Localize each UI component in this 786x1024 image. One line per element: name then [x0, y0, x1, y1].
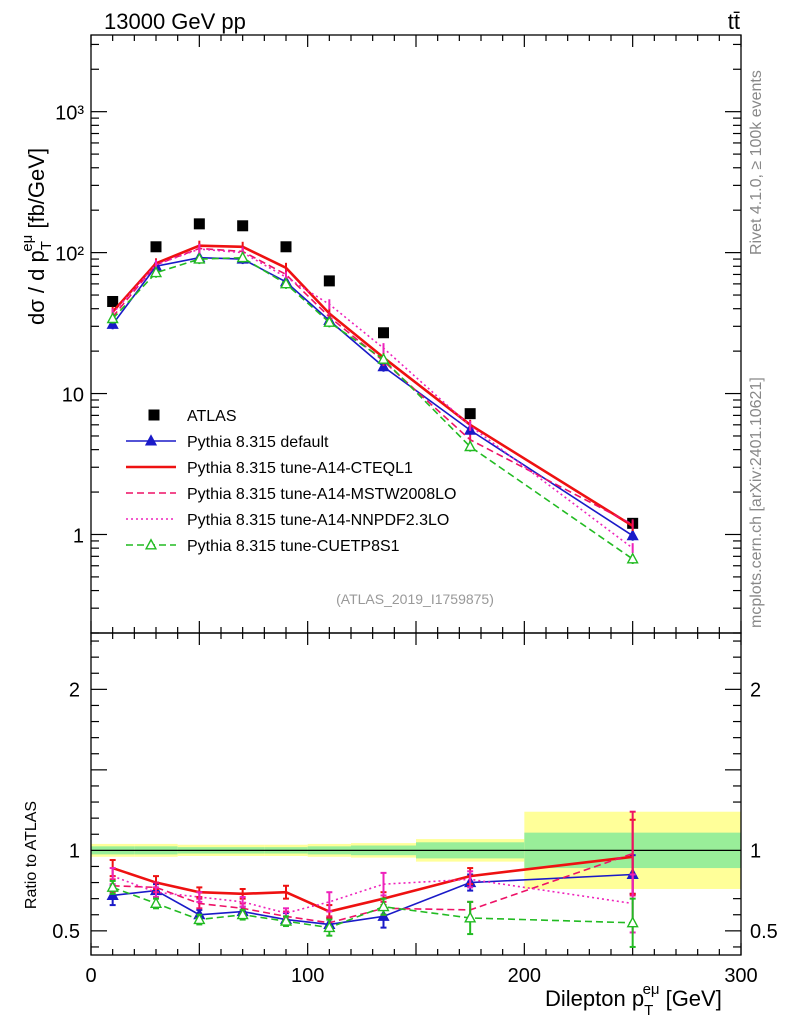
ratio-y-tick-label-right: 0.5 [750, 921, 778, 943]
ratio-y-tick-label-right: 1 [750, 840, 761, 862]
pythia-8-315-tune-cuetp8s1-marker [323, 315, 336, 327]
pythia-8-315-tune-cuetp8s1-ratio-marker [464, 911, 477, 923]
legend-entry-pythia-8-315-default-label: Pythia 8.315 default [187, 434, 329, 451]
pythia-8-315-tune-a14-nnpdf2-3lo-ratio-line [112, 875, 633, 914]
pythia-8-315-tune-cuetp8s1-ratio-marker [149, 896, 163, 909]
ratio-panel: 0 100 200 300 0.5 0.5 1 1 2 2 [52, 633, 778, 987]
ratio-frame [90, 632, 742, 956]
pythia-8-315-tune-a14-mstw2008lo-line [112, 247, 634, 526]
x-axis-title: Dilepton pTeμ [GeV] [545, 981, 722, 1019]
pythia-8-315-tune-cuetp8s1-marker [106, 311, 119, 324]
collision-label: 13000 GeV pp [104, 9, 246, 34]
pythia-8-315-tune-cuetp8s1-ratio-marker [106, 880, 119, 892]
atlas-data-point [323, 275, 335, 287]
ratio-y-tick-label-left: 1 [69, 840, 80, 862]
pythia-8-315-tune-cuetp8s1-ratio-line [112, 886, 633, 929]
ratio-y-tick-label-left: 0.5 [52, 921, 80, 943]
process-label: tt̄ [728, 9, 740, 34]
ratio-y-axis-title: Ratio to ATLAS [23, 801, 40, 909]
pythia-8-315-tune-cuetp8s1-marker [626, 552, 639, 564]
atlas-data-point [237, 220, 249, 232]
legend: ATLAS Pythia 8.315 default Pythia 8.315 tu… [126, 408, 456, 555]
legend-entry-pythia-8-315-tune-a14-nnpdf2-3lo-label: Pythia 8.315 tune-A14-NNPDF2.3LO [187, 512, 449, 529]
mcplots-label: mcplots.cern.ch [arXiv:2401.10621] [748, 377, 765, 628]
main-y-tick-label: 1 [73, 525, 84, 547]
x-tick-label: 0 [85, 965, 96, 987]
atlas-data-point [193, 218, 205, 230]
pythia-8-315-default-marker [626, 528, 639, 541]
legend-entry-atlas-swatch [148, 409, 160, 421]
pythia-8-315-tune-cuetp8s1-marker [193, 252, 206, 264]
legend-entry-atlas-label: ATLAS [187, 408, 237, 425]
atlas-data-point [464, 408, 476, 420]
pythia-8-315-tune-cuetp8s1-ratio-marker [236, 908, 249, 920]
pythia-8-315-tune-cuetp8s1-ratio-marker [323, 920, 336, 933]
main-y-tick-label: 10² [55, 244, 84, 266]
x-tick-label: 200 [508, 965, 541, 987]
atlas-data-point [150, 241, 162, 253]
main-y-tick-label: 10 [62, 385, 84, 407]
pythia-8-315-tune-a14-nnpdf2-3lo-line [112, 248, 634, 549]
ratio-y-tick-label-left: 2 [69, 679, 80, 701]
main-y-tick-label: 10³ [55, 103, 84, 125]
legend-entry-pythia-8-315-default-marker [144, 434, 158, 446]
legend-entry-pythia-8-315-tune-a14-mstw2008lo-label: Pythia 8.315 tune-A14-MSTW2008LO [187, 486, 456, 503]
atlas-data-point [378, 327, 389, 339]
legend-entry-pythia-8-315-tune-cuetp8s1-label: Pythia 8.315 tune-CUETP8S1 [187, 538, 400, 555]
pythia-8-315-tune-cuetp8s1-ratio-marker [279, 914, 293, 926]
pythia-8-315-tune-cuetp8s1-marker [149, 265, 163, 278]
rivet-version-label: Rivet 4.1.0, ≥ 100k events [748, 70, 765, 255]
atlas-data-point [107, 295, 119, 307]
pythia-8-315-tune-cuetp8s1-marker [377, 352, 390, 364]
svg-text:dσ / d pTeμ [fb/GeV]: dσ / d pTeμ [fb/GeV] [19, 148, 55, 325]
pythia-8-315-tune-a14-cteql1-line [111, 244, 634, 528]
pythia-8-315-tune-cuetp8s1-ratio-marker [193, 912, 206, 925]
legend-entry-pythia-8-315-tune-cuetp8s1-marker [144, 538, 158, 550]
analysis-tag: (ATLAS_2019_I1759875) [336, 591, 494, 607]
ratio-y-tick-label-right: 2 [750, 679, 761, 701]
pythia-8-315-tune-cuetp8s1-ratio-marker [377, 899, 390, 912]
x-tick-label: 100 [291, 965, 324, 987]
x-tick-label: 300 [724, 965, 757, 987]
legend-entry-pythia-8-315-tune-a14-cteql1-label: Pythia 8.315 tune-A14-CTEQL1 [187, 460, 413, 477]
pythia-8-315-tune-cuetp8s1-ratio-marker [626, 916, 639, 928]
svg-text:Dilepton pTeμ[GeV]: Dilepton pTeμ [GeV] [545, 981, 722, 1019]
pythia-8-315-tune-cuetp8s1-marker [279, 277, 293, 289]
main-panel: 1 10 10² 10³ [55, 35, 742, 634]
atlas-data-point [280, 241, 292, 253]
pythia-8-315-tune-cuetp8s1-marker [236, 250, 249, 263]
main-y-axis-title: dσ / d pTeμ [fb/GeV] [19, 148, 55, 325]
pythia-8-315-tune-cuetp8s1-marker [464, 439, 477, 452]
